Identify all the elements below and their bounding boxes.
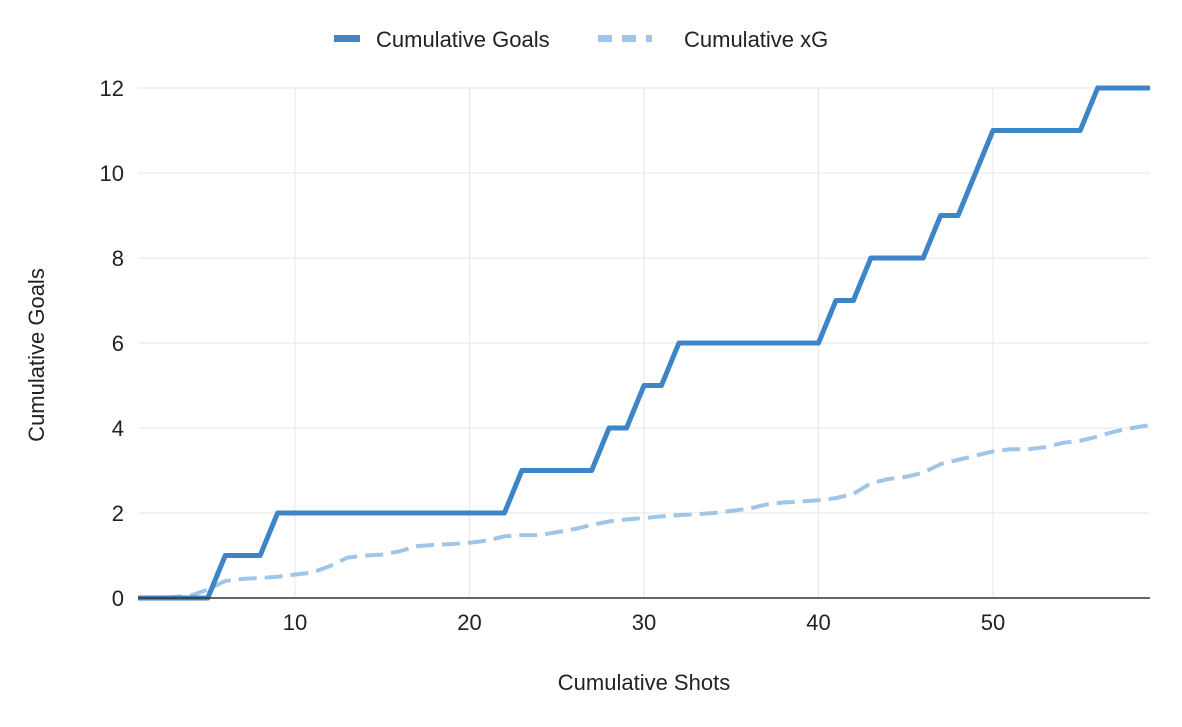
grid-layer: [138, 87, 1150, 598]
y-tick-label: 6: [112, 331, 124, 356]
y-tick-label: 0: [112, 586, 124, 611]
y-tick-label: 12: [100, 76, 124, 101]
legend: Cumulative Goals Cumulative xG: [334, 27, 828, 52]
x-tick-label: 20: [457, 610, 481, 635]
x-tick-label: 40: [806, 610, 830, 635]
y-tick-label: 4: [112, 416, 124, 441]
y-tick-label: 2: [112, 501, 124, 526]
x-tick-label: 10: [283, 610, 307, 635]
legend-label-goals: Cumulative Goals: [376, 27, 550, 52]
y-tick-label: 8: [112, 246, 124, 271]
series-line-cumulative-xg: [138, 423, 1151, 600]
y-tick-label: 10: [100, 161, 124, 186]
legend-swatch-goals: [334, 35, 360, 42]
x-axis-title: Cumulative Shots: [558, 670, 730, 695]
x-tick-label: 50: [981, 610, 1005, 635]
x-tick-label: 30: [632, 610, 656, 635]
y-axis-title: Cumulative Goals: [24, 268, 49, 442]
axis-layer: 0 2 4 6 8 10 12 10 20 30 40 50: [100, 76, 1150, 635]
legend-label-xg: Cumulative xG: [684, 27, 828, 52]
series-line-cumulative-goals: [138, 85, 1150, 601]
series-layer: [138, 85, 1151, 601]
